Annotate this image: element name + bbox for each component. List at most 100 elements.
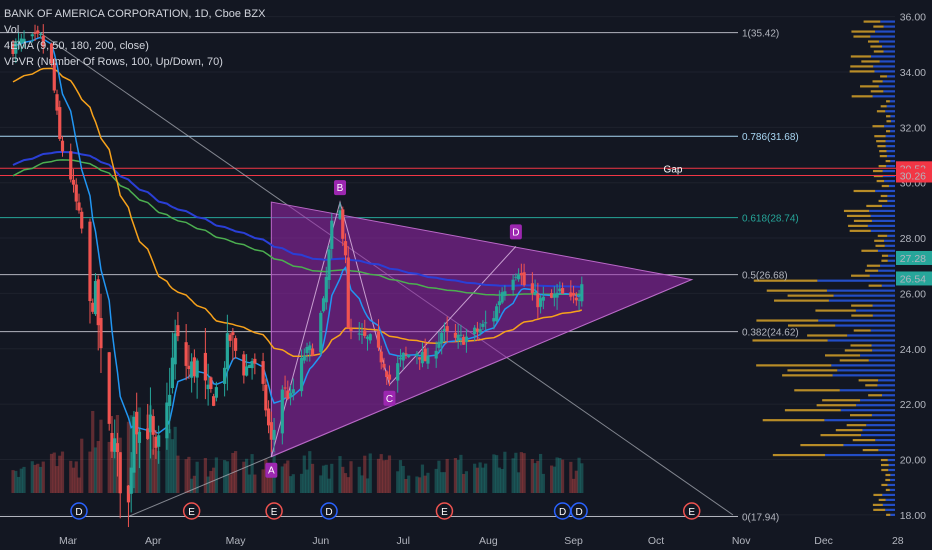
- vp-row-up: [833, 294, 895, 297]
- candle-body: [541, 296, 545, 301]
- volume-bar: [376, 458, 381, 493]
- price-label: 26.54: [900, 273, 926, 285]
- y-tick-label: 18.00: [900, 510, 926, 522]
- candle-body: [305, 346, 309, 354]
- candle-body: [266, 408, 271, 426]
- volume-bar: [154, 443, 158, 493]
- vp-row-down: [885, 160, 891, 163]
- candle-body: [434, 350, 438, 359]
- vp-row-up: [824, 453, 895, 457]
- fib-label: 1(35.42): [742, 29, 779, 40]
- vp-row-up: [882, 80, 895, 83]
- volume-bar: [522, 453, 526, 493]
- candle-body: [401, 352, 405, 361]
- volume-bar: [456, 459, 460, 493]
- event-marker-label: D: [575, 507, 582, 518]
- volume-bar: [560, 459, 565, 493]
- candle-body: [107, 352, 111, 424]
- volume-bar: [242, 461, 246, 493]
- volume-indicator-label[interactable]: Vol: [4, 24, 20, 36]
- candle-body: [481, 323, 485, 327]
- vp-row-down: [866, 264, 881, 267]
- vp-row-down: [867, 40, 879, 43]
- volume-bar: [503, 451, 507, 493]
- volume-bar: [533, 463, 537, 493]
- candle-body: [209, 377, 213, 390]
- vp-row-down: [853, 219, 872, 222]
- vp-row-up: [872, 349, 895, 352]
- vp-row-down: [865, 384, 878, 387]
- candle-body: [387, 374, 392, 380]
- fib-label: 0.382(24.62): [742, 328, 799, 339]
- vp-row-up: [885, 145, 895, 148]
- volume-bar: [41, 461, 45, 493]
- chart-legend: BANK OF AMERICA CORPORATION, 1D, Cboe BZ…: [4, 6, 265, 70]
- candle-body: [288, 392, 293, 397]
- vp-row-down: [866, 204, 882, 208]
- event-marker-label: D: [325, 507, 332, 518]
- vp-row-down: [762, 419, 825, 422]
- volume-bar: [305, 469, 309, 493]
- volume-bar: [462, 473, 466, 493]
- vp-row-down: [860, 85, 879, 88]
- candle-body: [533, 291, 537, 296]
- volume-bar: [549, 465, 554, 493]
- candle-body: [154, 436, 158, 448]
- candle-body: [214, 387, 218, 398]
- vp-row-up: [837, 369, 895, 372]
- vpvr-indicator-label[interactable]: VPVR (Number Of Rows, 100, Up/Down, 70): [4, 56, 223, 68]
- vp-row-down: [843, 209, 870, 213]
- vp-row-down: [872, 503, 883, 506]
- vp-row-down: [862, 448, 879, 452]
- vp-row-up: [880, 20, 895, 23]
- y-tick-label: 28.00: [900, 233, 926, 245]
- candle-body: [80, 211, 84, 229]
- fib-label: 0.786(31.68): [742, 132, 799, 143]
- volume-bar: [110, 439, 114, 493]
- candle-body: [36, 30, 40, 34]
- candle-body: [118, 452, 122, 494]
- candle-body: [321, 298, 326, 312]
- ema-50-line: [12, 67, 583, 358]
- vp-row-down: [849, 70, 875, 73]
- volume-bar: [473, 463, 477, 493]
- volume-bar: [280, 466, 284, 493]
- volume-bar: [481, 467, 485, 493]
- vp-row-up: [817, 279, 895, 282]
- vp-row-down: [878, 164, 887, 168]
- vp-row-up: [882, 503, 895, 506]
- vp-row-up: [827, 339, 895, 342]
- vp-row-down: [877, 145, 886, 148]
- volume-bar: [195, 461, 199, 493]
- candle-body: [151, 416, 155, 435]
- volume-bar: [319, 475, 323, 493]
- vp-row-up: [883, 90, 895, 93]
- candle-body: [283, 387, 287, 389]
- candle-body: [212, 396, 216, 406]
- fib-label: 0.618(28.74): [742, 214, 799, 225]
- volume-bar: [321, 465, 326, 493]
- vp-row-down: [848, 224, 868, 227]
- vp-row-down: [878, 498, 886, 502]
- volume-bar: [497, 467, 501, 493]
- volume-bar: [324, 464, 328, 493]
- candle-body: [555, 292, 559, 298]
- ema-indicator-label[interactable]: 4EMA (9, 50, 180, 200, close): [4, 40, 149, 52]
- vp-row-up: [878, 85, 895, 88]
- vp-row-down: [873, 25, 884, 28]
- candle-body: [195, 360, 199, 378]
- vp-row-up: [881, 284, 895, 287]
- vp-row-up: [873, 65, 895, 68]
- candle-body: [478, 329, 482, 333]
- vp-row-up: [883, 25, 895, 28]
- price-label-bg: [896, 250, 932, 265]
- candle-body: [38, 34, 43, 36]
- volume-bar: [426, 472, 430, 493]
- volume-bar: [478, 462, 482, 493]
- volume-bar: [382, 460, 386, 493]
- candle-body: [14, 42, 18, 54]
- candle-body: [459, 334, 463, 336]
- symbol-title[interactable]: BANK OF AMERICA CORPORATION, 1D, Cboe BZ…: [4, 8, 266, 20]
- vp-row-down: [868, 394, 883, 397]
